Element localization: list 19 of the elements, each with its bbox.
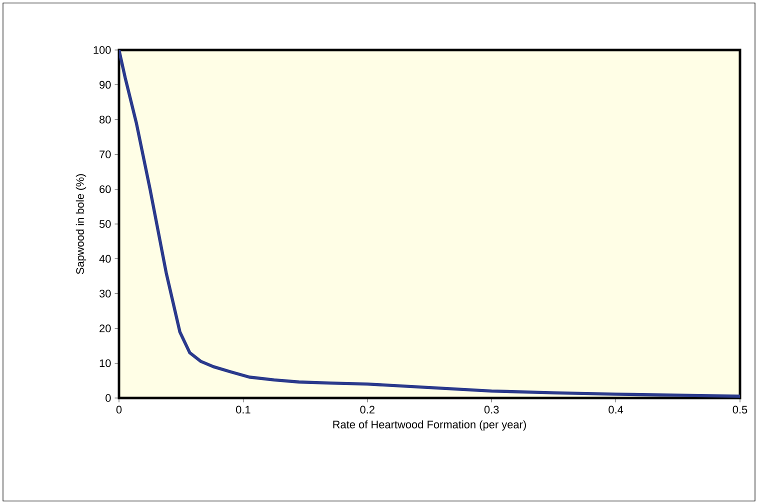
y-tick-label: 90 [100,80,111,89]
x-tick-label: 0.3 [484,406,499,414]
x-tick-label: 0.2 [360,406,374,414]
y-tick-label: 60 [100,185,111,194]
x-tick-label: 0.1 [236,406,250,414]
y-tick-label: 10 [100,359,111,368]
x-tick-label: 0.4 [608,406,624,414]
y-tick-label: 30 [99,290,111,298]
y-tick-label: 70 [100,150,111,158]
y-tick-label: 100 [94,46,111,54]
x-tick-label: 0 [116,406,122,414]
y-tick-label: 40 [99,254,111,263]
y-tick-label: 50 [99,220,111,228]
x-axis-title: Rate of Heartwood Formation (per year) [333,420,526,431]
y-tick-label: 80 [100,116,111,124]
x-tick-label: 0.5 [732,406,748,414]
y-tick-label: 20 [100,324,111,332]
y-tick-label: 0 [106,394,111,402]
y-axis-title: Sapwood in bole (%) [76,174,86,274]
